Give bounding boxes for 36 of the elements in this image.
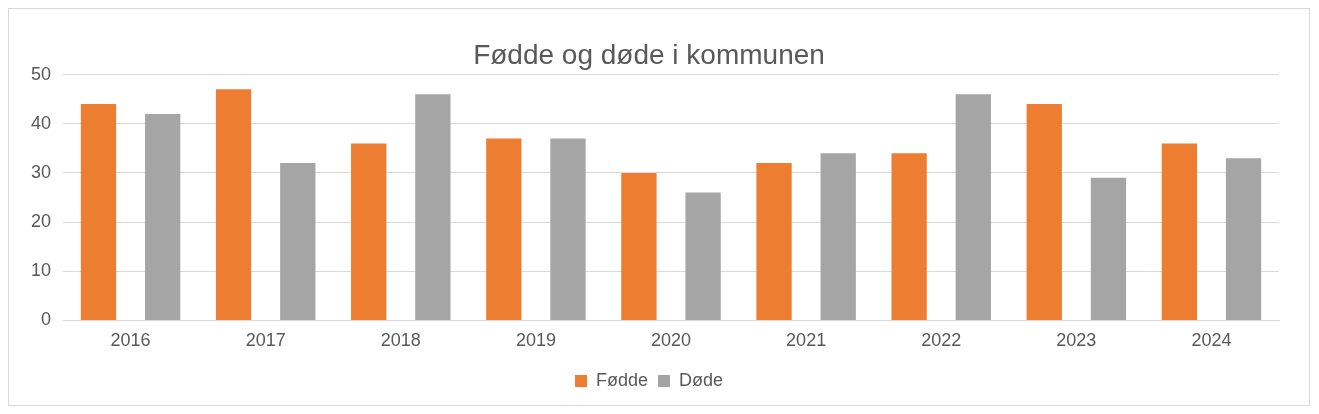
- bar: [351, 143, 387, 320]
- x-tick-label: 2019: [515, 330, 556, 351]
- x-tick-label: 2023: [1056, 330, 1097, 351]
- y-tick-label: 30: [30, 161, 52, 182]
- bar: [1026, 104, 1062, 320]
- y-tick-label: 0: [41, 309, 52, 330]
- chart-title: Fødde og døde i kommunen: [473, 38, 825, 70]
- legend-label: Fødde: [595, 369, 649, 390]
- bar: [145, 113, 181, 320]
- bar: [685, 192, 721, 320]
- x-tick-label: 2021: [786, 330, 827, 351]
- x-tick-label: 2022: [921, 330, 962, 351]
- bar: [280, 163, 316, 320]
- bar: [1225, 158, 1262, 320]
- bar: [215, 89, 252, 320]
- y-tick-label: 40: [30, 112, 52, 133]
- y-tick-label: 20: [30, 211, 52, 232]
- y-tick-label: 50: [30, 63, 52, 84]
- x-tick-label: 2017: [245, 330, 286, 351]
- bar: [1090, 177, 1127, 320]
- bar: [550, 138, 586, 320]
- x-tick-label: 2018: [380, 330, 421, 351]
- bar: [80, 104, 117, 320]
- bar: [756, 163, 792, 320]
- y-tick-label: 10: [30, 260, 52, 281]
- x-tick-label: 2016: [110, 330, 151, 351]
- legend-label: Døde: [679, 369, 724, 390]
- bar: [955, 94, 991, 320]
- bar: [820, 153, 856, 320]
- bar: [621, 172, 657, 320]
- bar: [891, 153, 927, 320]
- x-tick-label: 2024: [1191, 330, 1232, 351]
- bar: [486, 138, 522, 320]
- bar: [1161, 143, 1198, 320]
- bar: [415, 94, 451, 320]
- x-tick-label: 2020: [650, 330, 692, 351]
